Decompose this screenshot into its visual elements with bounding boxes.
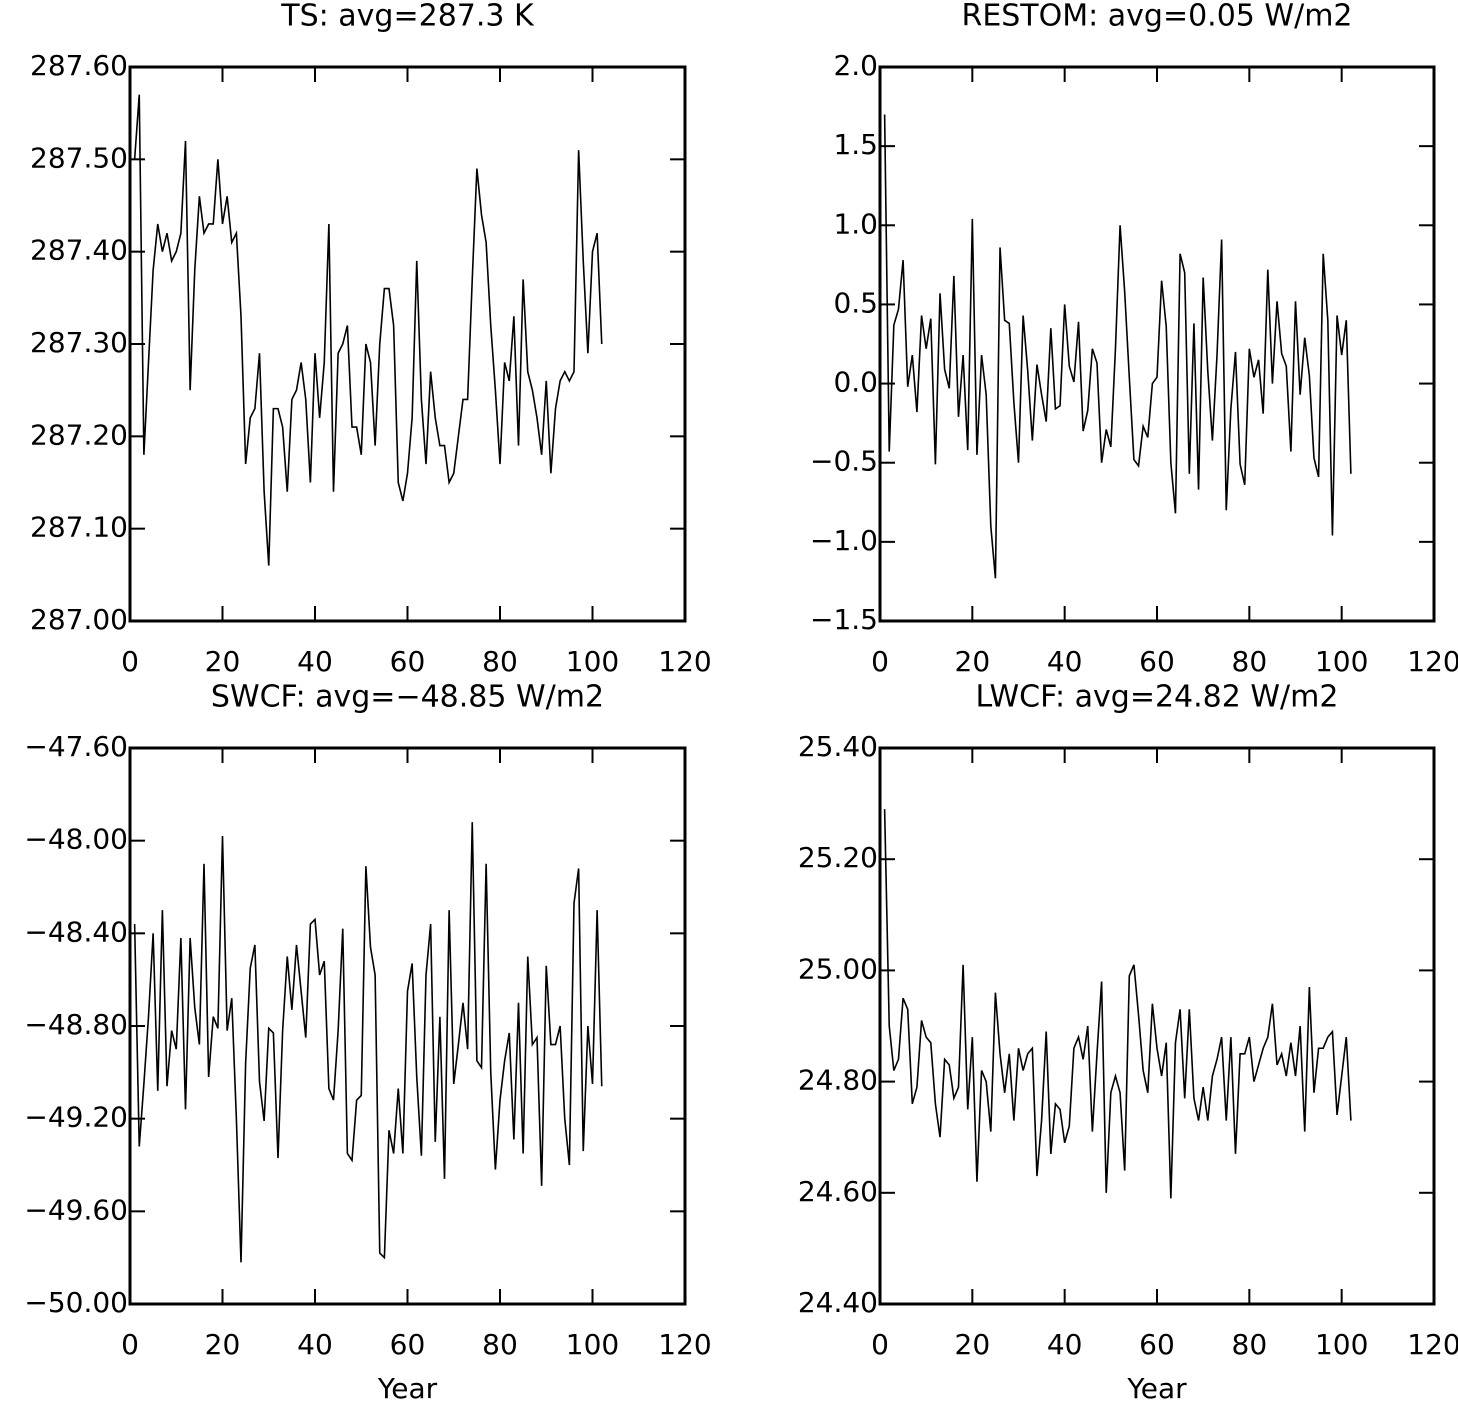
y-tick-label: 287.20 (30, 418, 128, 451)
x-tick-label: 100 (1315, 645, 1368, 678)
plot-frame (878, 746, 1436, 1306)
x-tick-label: 120 (1407, 645, 1458, 678)
y-tick-label: 287.00 (30, 603, 128, 636)
x-tick-label: 40 (297, 645, 333, 678)
x-tick-label: 80 (482, 645, 518, 678)
data-line (133, 822, 603, 1263)
y-tick-label: −47.60 (24, 730, 128, 763)
y-tick-label: 1.0 (833, 207, 878, 240)
y-tick-label: −49.60 (24, 1193, 128, 1226)
y-tick-label: −48.80 (24, 1008, 128, 1041)
x-tick-label: 100 (1315, 1328, 1368, 1361)
x-tick-label: 20 (955, 645, 991, 678)
y-tick-label: 0.0 (833, 366, 878, 399)
y-tick-label: −48.00 (24, 823, 128, 856)
y-tick-label: 25.00 (798, 952, 878, 985)
x-tick-label: 40 (297, 1328, 333, 1361)
x-tick-label: 100 (566, 645, 619, 678)
data-line (883, 809, 1352, 1199)
x-tick-label: 80 (1232, 1328, 1268, 1361)
y-tick-label: 24.80 (798, 1064, 878, 1097)
data-line (133, 94, 603, 566)
chart-title: LWCF: avg=24.82 W/m2 (976, 680, 1339, 715)
x-tick-label: 120 (658, 1328, 711, 1361)
y-tick-label: 287.60 (30, 49, 128, 82)
y-tick-label: 25.20 (798, 841, 878, 874)
x-tick-label: 120 (1407, 1328, 1458, 1361)
x-tick-label: 20 (205, 645, 241, 678)
x-tick-label: 60 (390, 1328, 426, 1361)
x-axis-label: Year (1126, 1372, 1187, 1402)
x-axis-label: Year (377, 1372, 438, 1402)
x-tick-label: 0 (871, 645, 889, 678)
y-tick-label: −50.00 (24, 1286, 128, 1319)
x-tick-label: 120 (658, 645, 711, 678)
y-tick-label: 287.40 (30, 234, 128, 267)
x-tick-label: 80 (482, 1328, 518, 1361)
y-tick-label: 2.0 (833, 49, 878, 82)
plot-frame (878, 65, 1436, 623)
x-tick-label: 0 (121, 645, 139, 678)
y-tick-label: −1.0 (810, 524, 878, 557)
y-tick-label: −48.40 (24, 915, 128, 948)
x-tick-label: 60 (1139, 645, 1175, 678)
y-tick-label: 1.5 (833, 128, 878, 161)
y-tick-label: 287.10 (30, 511, 128, 544)
y-tick-label: 25.40 (798, 730, 878, 763)
chart-title: TS: avg=287.3 K (280, 0, 535, 34)
y-tick-label: −0.5 (810, 445, 878, 478)
y-tick-label: 287.30 (30, 326, 128, 359)
y-tick-label: 0.5 (833, 286, 878, 319)
y-tick-label: 24.60 (798, 1175, 878, 1208)
x-tick-label: 60 (390, 645, 426, 678)
chart-title: RESTOM: avg=0.05 W/m2 (961, 0, 1352, 34)
y-tick-label: 24.40 (798, 1286, 878, 1319)
y-tick-label: 287.50 (30, 141, 128, 174)
x-tick-label: 40 (1047, 1328, 1083, 1361)
chart-title: SWCF: avg=−48.85 W/m2 (211, 680, 604, 715)
x-tick-label: 20 (955, 1328, 991, 1361)
y-tick-label: −1.5 (810, 603, 878, 636)
x-tick-label: 0 (871, 1328, 889, 1361)
x-tick-label: 0 (121, 1328, 139, 1361)
x-tick-label: 100 (566, 1328, 619, 1361)
y-tick-label: −49.20 (24, 1101, 128, 1134)
x-tick-label: 80 (1232, 645, 1268, 678)
x-tick-label: 20 (205, 1328, 241, 1361)
x-tick-label: 40 (1047, 645, 1083, 678)
x-tick-label: 60 (1139, 1328, 1175, 1361)
data-line (883, 114, 1352, 579)
